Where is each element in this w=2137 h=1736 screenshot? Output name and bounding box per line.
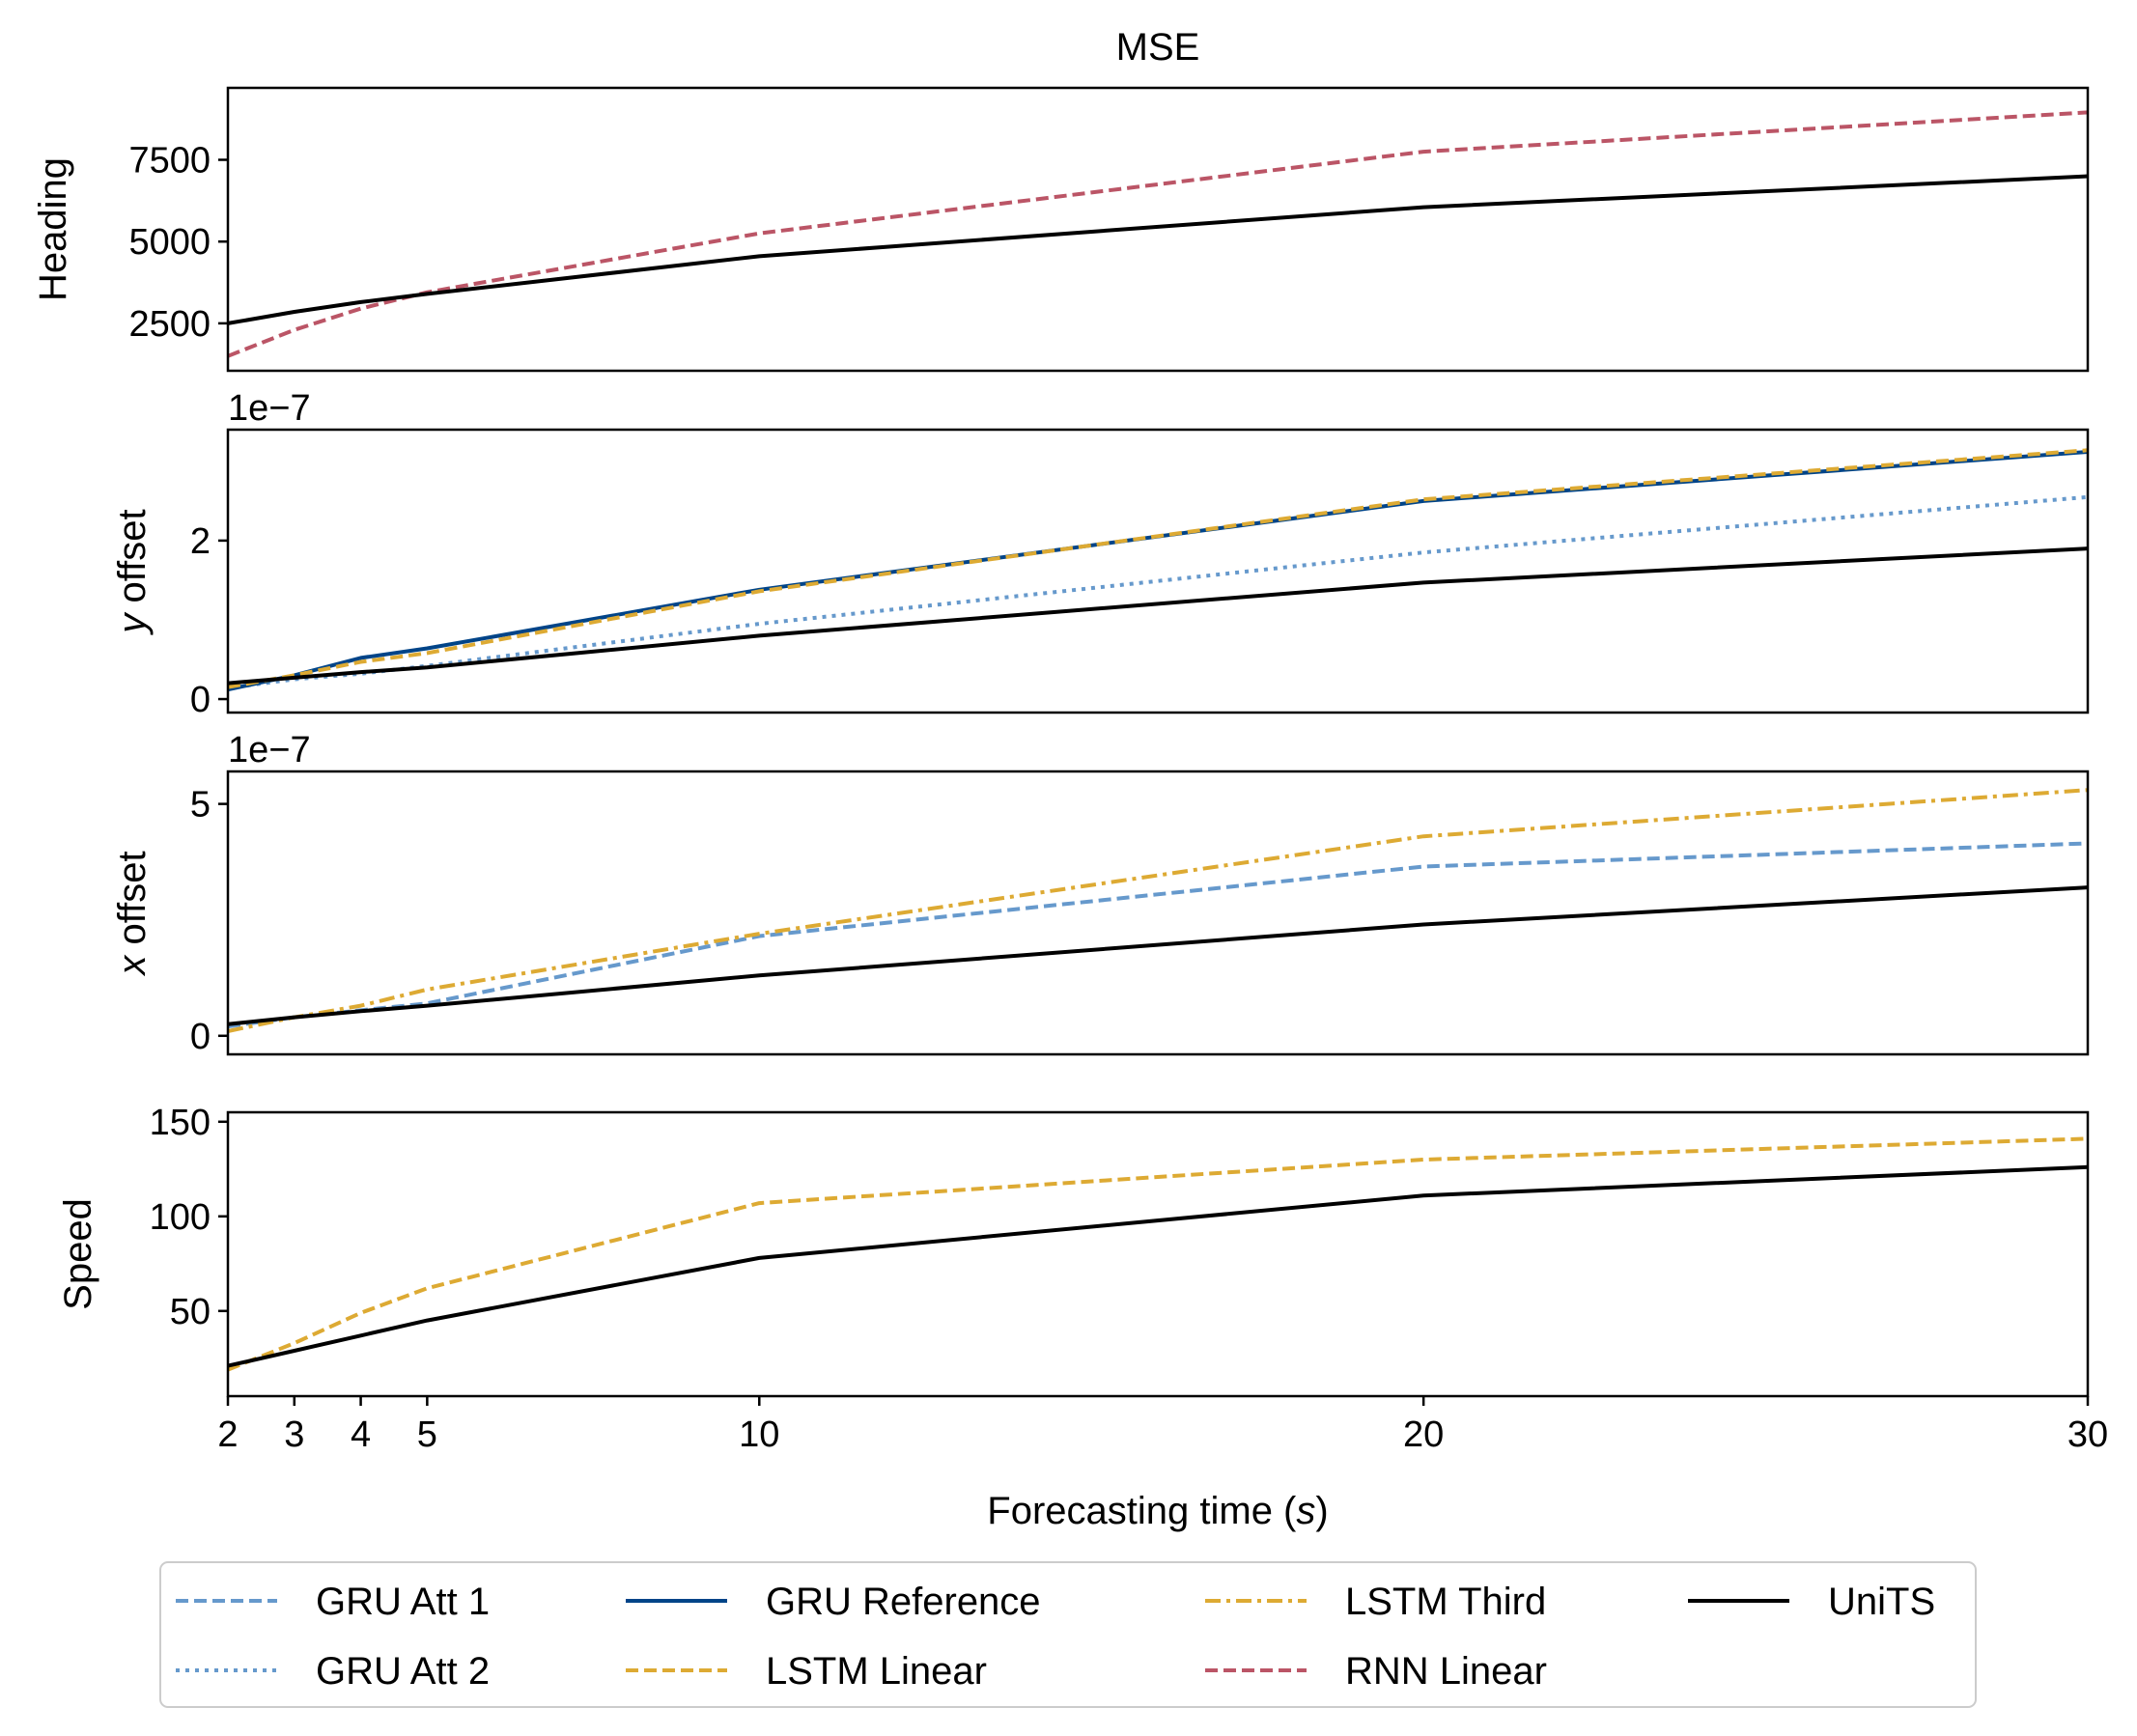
y-tick-label: 5: [190, 785, 211, 826]
x-tick-label: 2: [217, 1414, 238, 1455]
y-tick-label: 150: [150, 1103, 211, 1143]
panel-frame: [226, 428, 2090, 714]
y-tick-label: 50: [170, 1292, 211, 1332]
series-line-units: [227, 174, 2089, 325]
panel-1: 2500 5000 7500 Heading: [32, 86, 2090, 373]
legend-item-lstm-linear: LSTM Linear: [626, 1650, 987, 1693]
series-line-units: [227, 546, 2089, 686]
legend-label: GRU Att 1: [316, 1581, 490, 1623]
legend-item-lstm-third: LSTM Third: [1205, 1581, 1546, 1623]
series-line-lstm-third: [227, 788, 2089, 1033]
series-line-rnn-linear: [227, 110, 2089, 358]
panel-2: 0 2 y offset 1e−7: [111, 388, 2090, 720]
legend-label: RNN Linear: [1345, 1650, 1547, 1693]
y-tick-label: 100: [150, 1197, 211, 1238]
x-tick-label: 20: [1403, 1414, 1444, 1455]
series-line-units: [227, 885, 2089, 1026]
y-tick-label: 2: [190, 521, 211, 562]
y-tick-label: 0: [190, 1017, 211, 1057]
x-axis-label: Forecasting time (s): [987, 1490, 1328, 1532]
legend-item-units: UniTS: [1688, 1581, 1935, 1623]
panel-frame: [226, 1110, 2090, 1398]
legend-item-gru-att-2: GRU Att 2: [176, 1650, 490, 1693]
legend-label: GRU Att 2: [316, 1650, 490, 1693]
legend-label: UniTS: [1828, 1581, 1935, 1623]
x-tick-label: 10: [739, 1414, 779, 1455]
series-line-lstm-linear: [227, 448, 2089, 689]
panel-frame: [226, 86, 2090, 373]
y-tick-label: 7500: [128, 141, 211, 182]
y-tick-label: 2500: [128, 304, 211, 345]
legend-frame: [159, 1561, 1977, 1708]
offset-text: 1e−7: [228, 388, 311, 429]
legend-item-rnn-linear: RNN Linear: [1205, 1650, 1547, 1693]
panels: 2500 5000 7500 Heading 0 2 y offset 1e−7 0 5 x off…: [32, 86, 2108, 1455]
offset-text: 1e−7: [228, 730, 311, 770]
x-tick-label: 30: [2067, 1414, 2108, 1455]
legend-item-gru-reference: GRU Reference: [626, 1581, 1041, 1623]
panel-4: 50 100 150 2 3 4 5 10 20 30 Speed: [57, 1103, 2108, 1455]
figure-title: MSE: [1116, 26, 1200, 69]
legend: GRU Att 1 GRU Att 2 GRU Reference LSTM Line…: [159, 1561, 1977, 1708]
x-tick-label: 3: [284, 1414, 304, 1455]
y-axis-label: Heading: [32, 157, 74, 301]
y-axis-label: y offset: [111, 509, 154, 635]
legend-label: LSTM Third: [1345, 1581, 1546, 1623]
y-tick-label: 5000: [128, 222, 211, 263]
legend-label: LSTM Linear: [766, 1650, 987, 1693]
series-line-units: [227, 1164, 2089, 1368]
panel-3: 0 5 x offset 1e−7: [111, 730, 2090, 1057]
y-axis-label: Speed: [57, 1198, 99, 1310]
legend-label: GRU Reference: [766, 1581, 1041, 1623]
y-tick-label: 0: [190, 680, 211, 720]
x-tick-label: 5: [417, 1414, 437, 1455]
panel-frame: [226, 770, 2090, 1056]
y-axis-label: x offset: [111, 851, 154, 976]
x-tick-label: 4: [351, 1414, 371, 1455]
series-line-lstm-linear: [227, 1136, 2089, 1372]
legend-item-gru-att-1: GRU Att 1: [176, 1581, 490, 1623]
